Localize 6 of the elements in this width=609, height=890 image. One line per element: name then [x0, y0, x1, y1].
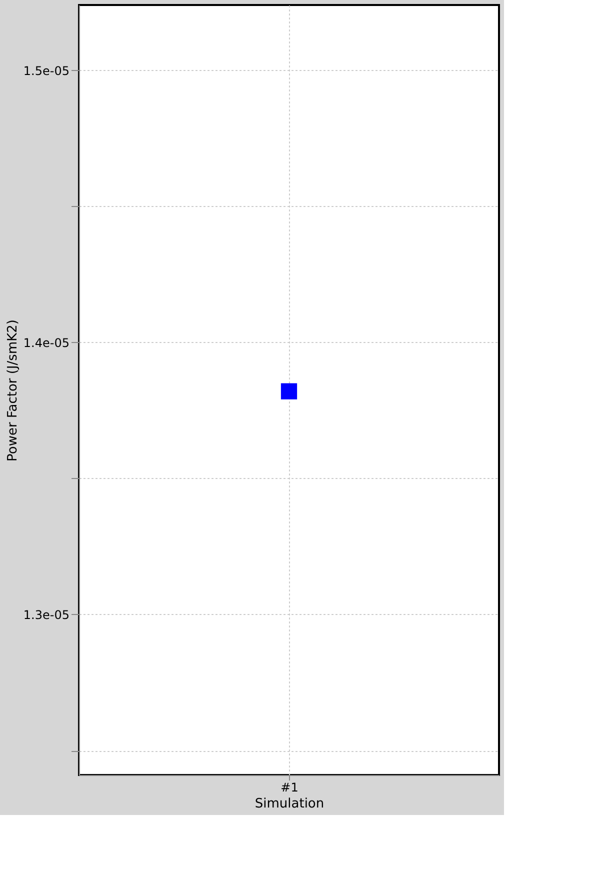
y-axis-title: Power Factor (J/smK2) [5, 320, 20, 462]
x-tick-label: #1 [280, 780, 298, 794]
x-axis-title: Simulation [254, 796, 324, 812]
y-tick-label: 1.4e-05 [23, 336, 70, 350]
y-tick-label: 1.5e-05 [23, 64, 70, 78]
y-tick-label: 1.3e-05 [23, 608, 70, 622]
